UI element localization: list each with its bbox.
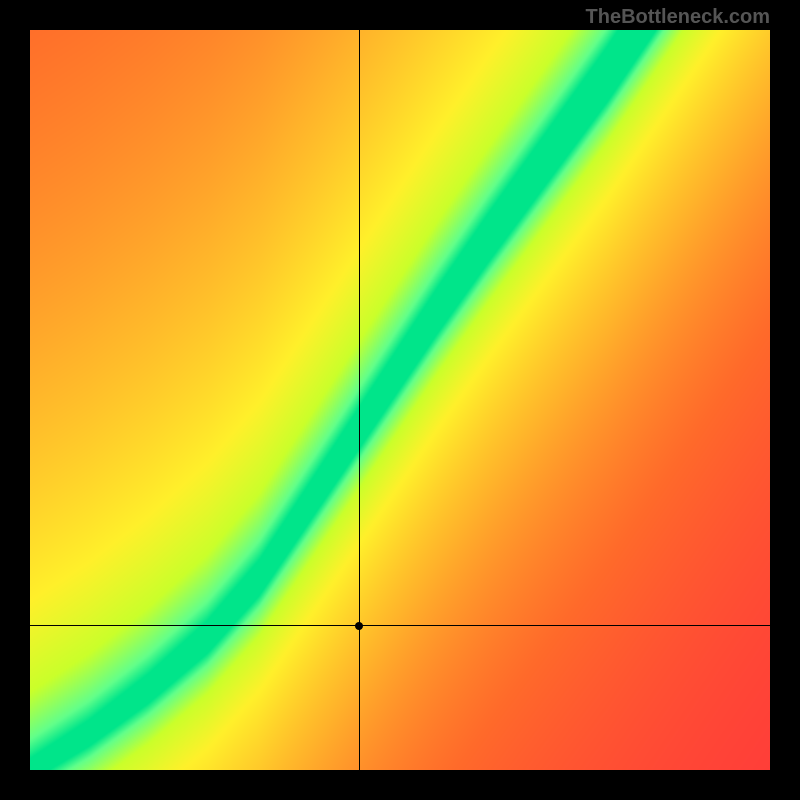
heatmap-canvas: [30, 30, 770, 770]
crosshair-marker: [355, 622, 363, 630]
chart-container: TheBottleneck.com: [0, 0, 800, 800]
watermark-text: TheBottleneck.com: [586, 6, 770, 29]
heatmap-plot: [30, 30, 770, 770]
crosshair-horizontal: [30, 625, 770, 626]
crosshair-vertical: [359, 30, 360, 770]
